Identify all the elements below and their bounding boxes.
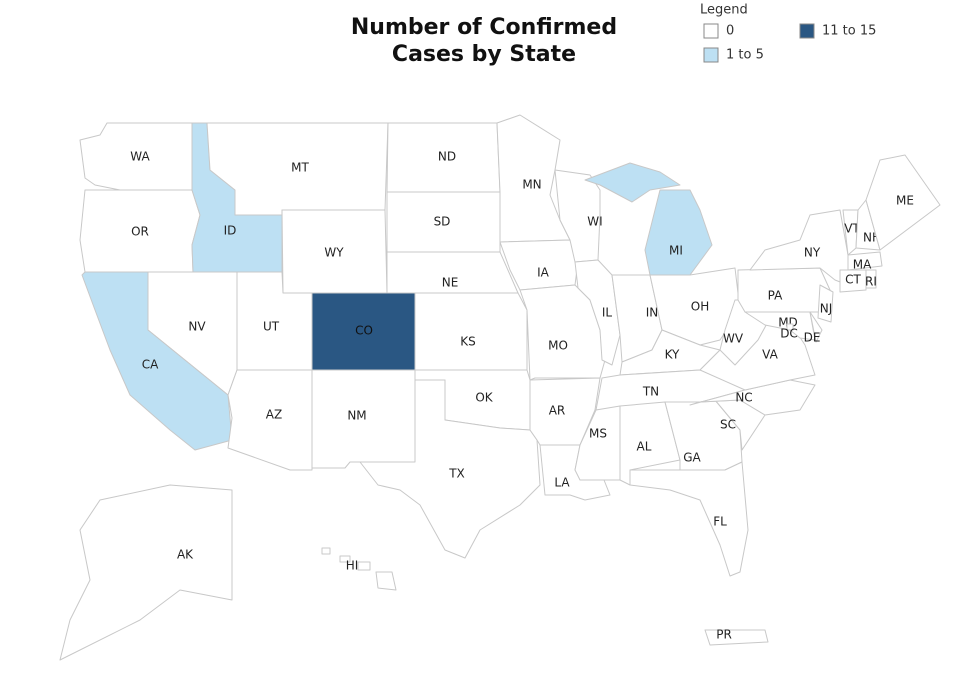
state-shape [81,271,233,451]
state-label: MT [291,161,309,175]
state-shape [357,561,371,571]
state-shape [704,629,769,646]
state-shape [847,251,883,271]
state-label: NE [442,276,459,290]
state-label: LA [554,476,570,490]
state-label: MN [522,178,541,192]
state-label: SC [720,418,736,432]
state-label: IL [602,306,613,320]
state-shape [375,571,397,591]
state-shape [737,267,831,313]
state-label: MO [548,339,568,353]
state-label: PR [716,628,732,642]
state-label: HI [346,559,359,573]
state-label: DC [780,327,798,341]
state-label: KY [665,348,680,362]
state-label: WI [587,215,602,229]
state-label: OR [131,225,149,239]
state-shape [644,189,713,276]
state-label: WA [130,150,150,164]
state-shape [321,547,331,555]
legend-label: 11 to 15 [822,24,876,39]
state-label: AR [549,404,566,418]
state-label: IN [646,306,659,320]
legend-swatch [703,47,719,63]
state-label: NJ [820,302,833,316]
state-shape [865,154,941,251]
state-label: NV [188,320,206,334]
legend-swatch [703,23,719,39]
state-shape [339,555,351,563]
state-shape [839,269,867,293]
state-label: ND [438,150,456,164]
state-shape [786,323,794,331]
state-label: AL [637,440,652,454]
state-shape [584,162,681,203]
state-label: NC [735,391,752,405]
state-label: FL [713,515,727,529]
state-label: KS [460,335,476,349]
state-label: MA [853,258,872,272]
state-label: DE [804,331,821,345]
state-label: WV [723,332,744,346]
state-label: CT [845,273,861,287]
state-label: NY [804,246,821,260]
legend-title: Legend [700,3,748,18]
state-label: CO [355,324,373,338]
state-label: SD [434,215,451,229]
state-label: OK [475,391,493,405]
state-label: MI [669,244,683,258]
state-label: RI [865,275,877,289]
state-label: CA [142,358,159,372]
state-shape [749,209,849,286]
state-label: PA [768,289,783,303]
state-shape [865,269,877,289]
legend-label: 1 to 5 [726,48,764,63]
state-shape [414,292,528,371]
state-label: TX [448,467,465,481]
state-label: WY [324,246,344,260]
state-label: GA [683,451,701,465]
state-shape [809,311,823,343]
state-shape [574,259,621,366]
state-shape [629,461,749,577]
state-label: ME [896,194,914,208]
state-label: AZ [266,408,282,422]
legend-swatch [799,23,815,39]
state-label: ID [224,224,237,238]
state-label: UT [263,320,280,334]
state-label: NM [347,409,366,423]
state-label: IA [537,266,550,280]
state-label: OH [691,300,709,314]
state-label: TN [642,385,659,399]
state-shape [59,484,233,661]
state-label: MS [589,427,607,441]
state-label: AK [177,548,194,562]
state-label: VA [762,348,778,362]
state-shape [817,284,834,323]
state-shape [359,379,541,559]
state-shape [496,114,571,243]
legend-label: 0 [726,24,734,39]
map-title: Number of Confirmed Cases by State [350,15,618,67]
